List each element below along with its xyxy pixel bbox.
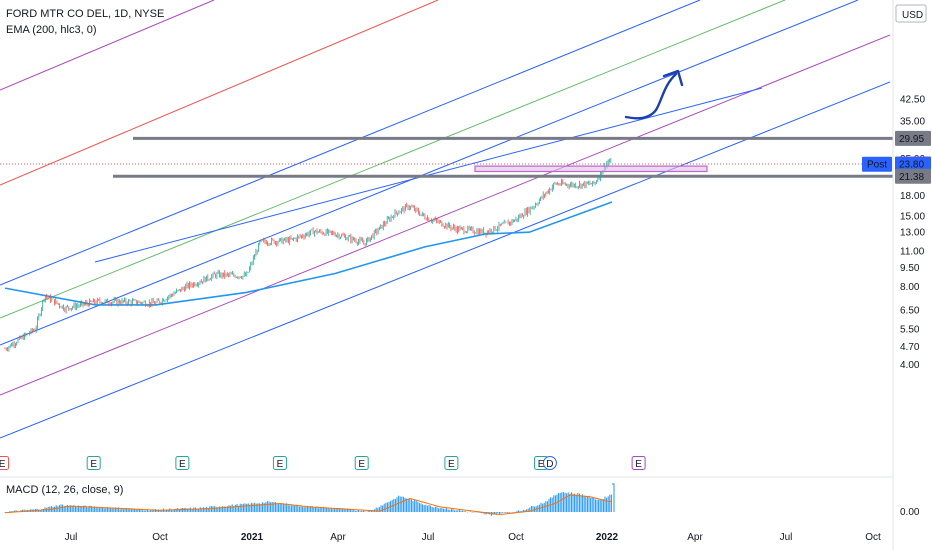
event-label: E bbox=[277, 459, 284, 470]
macd-legend: MACD (12, 26, close, 9) bbox=[6, 484, 124, 496]
currency-label: USD bbox=[902, 10, 923, 21]
price-badge: 23.80 Post bbox=[862, 156, 931, 172]
event-label: E bbox=[179, 459, 186, 470]
post-tag-label: Post bbox=[867, 160, 887, 171]
macd-spike bbox=[612, 483, 615, 512]
y-tick-label: 42.50 bbox=[900, 95, 925, 106]
y-tick-label: 18.00 bbox=[900, 191, 925, 202]
earnings-icon[interactable] bbox=[354, 456, 369, 470]
x-tick-label: Jul bbox=[780, 532, 793, 543]
x-tick-label: Oct bbox=[508, 532, 524, 543]
earnings-icon[interactable] bbox=[444, 456, 459, 470]
x-tick-label: Apr bbox=[687, 532, 703, 543]
price-badge-bg bbox=[895, 168, 931, 184]
channel-line bbox=[0, 81, 891, 439]
ema-legend: EMA (200, hlc3, 0) bbox=[6, 24, 97, 36]
x-tick-label: Jul bbox=[422, 532, 435, 543]
earnings-icon[interactable] bbox=[86, 456, 101, 470]
macd-signal-line bbox=[4, 494, 612, 516]
channel-line bbox=[0, 0, 439, 186]
event-label: D bbox=[546, 459, 553, 470]
y-tick-label: 5.50 bbox=[900, 324, 920, 335]
event-marker[interactable]: E bbox=[631, 456, 646, 471]
post-tag-bg bbox=[862, 156, 892, 172]
event-label: E bbox=[635, 459, 642, 470]
x-tick-label: 2021 bbox=[241, 532, 264, 543]
channel-line bbox=[0, 34, 891, 396]
event-label: E bbox=[538, 459, 545, 470]
symbol-title: FORD MTR CO DEL, 1D, NYSE bbox=[6, 8, 165, 20]
event-marker[interactable]: E bbox=[86, 456, 101, 471]
channel-line bbox=[0, 0, 215, 91]
event-marker[interactable]: E bbox=[354, 456, 369, 471]
earnings-icon[interactable] bbox=[0, 456, 10, 470]
y-tick-label: 15.00 bbox=[900, 212, 925, 223]
y-tick-label: 11.00 bbox=[900, 246, 925, 257]
arrow-head bbox=[662, 69, 684, 87]
price-badge: 21.38 bbox=[895, 168, 931, 184]
earnings-icon[interactable] bbox=[631, 456, 646, 470]
event-marker[interactable]: E bbox=[0, 456, 10, 471]
y-tick-label: 35.00 bbox=[900, 116, 925, 127]
highlight-zone[interactable] bbox=[474, 165, 708, 173]
y-tick-label: 13.00 bbox=[900, 228, 925, 239]
event-marker[interactable]: E bbox=[175, 456, 190, 471]
currency-box[interactable] bbox=[895, 4, 927, 23]
channel-line bbox=[0, 0, 786, 319]
price-badge: 29.95 bbox=[895, 130, 931, 146]
earnings-icon[interactable] bbox=[175, 456, 190, 470]
event-label: E bbox=[448, 459, 455, 470]
channel-line bbox=[0, 0, 859, 346]
x-tick-label: 2022 bbox=[596, 532, 619, 543]
channel-line bbox=[0, 0, 701, 286]
event-label: E bbox=[358, 459, 365, 470]
y-tick-label: 4.00 bbox=[900, 360, 920, 371]
price-badge-label: 29.95 bbox=[899, 134, 924, 145]
price-badge-label: 23.80 bbox=[899, 160, 924, 171]
price-badge-label: 21.38 bbox=[899, 172, 924, 183]
y-tick-label: 4.70 bbox=[900, 342, 920, 353]
macd-zero-tick: 0.00 bbox=[900, 507, 920, 518]
y-tick-label: 8.00 bbox=[900, 282, 920, 293]
x-tick-label: Oct bbox=[865, 532, 881, 543]
y-tick-label: 9.50 bbox=[900, 263, 920, 274]
event-marker[interactable]: E bbox=[444, 456, 459, 471]
x-tick-label: Jul bbox=[65, 532, 78, 543]
dividend-icon[interactable] bbox=[542, 456, 557, 470]
event-label: E bbox=[0, 459, 6, 470]
price-badge-bg bbox=[895, 130, 931, 146]
upward-arrow bbox=[624, 72, 678, 120]
x-tick-label: Apr bbox=[330, 532, 346, 543]
event-marker[interactable]: E bbox=[272, 456, 287, 471]
event-label: E bbox=[90, 459, 97, 470]
event-marker[interactable]: D bbox=[542, 456, 557, 471]
x-tick-label: Oct bbox=[152, 532, 168, 543]
y-tick-label: 6.50 bbox=[900, 306, 920, 317]
earnings-icon[interactable] bbox=[272, 456, 287, 470]
ema-200-line bbox=[4, 201, 613, 306]
price-badge-bg bbox=[895, 156, 931, 172]
